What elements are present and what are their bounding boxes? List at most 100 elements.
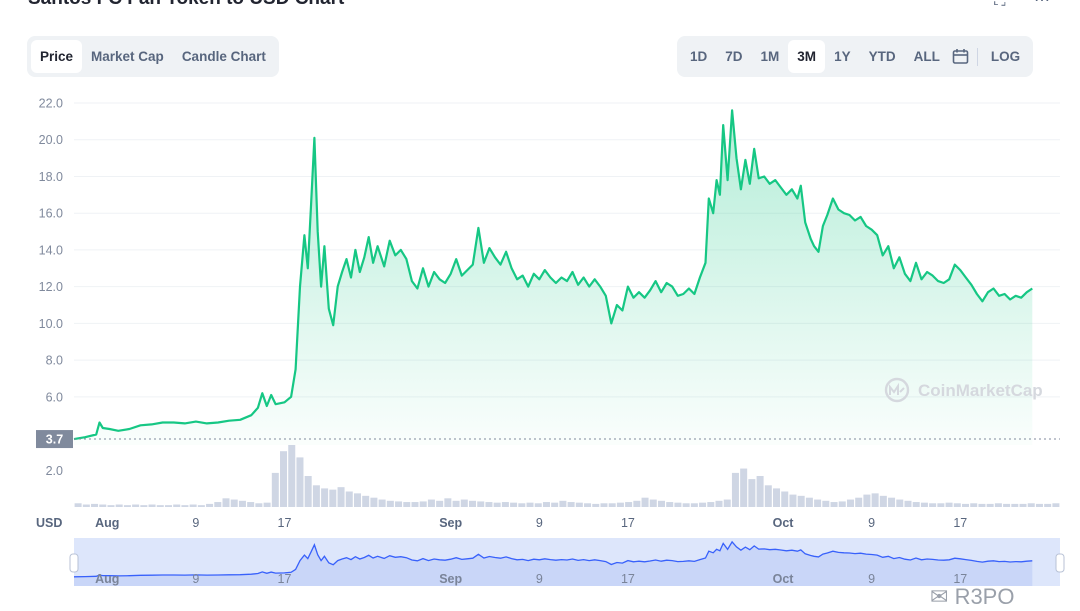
volume-bar [1035,503,1043,507]
y-tick-label: 22.0 [39,97,63,111]
volume-bar [822,500,830,507]
volume-bar [830,502,838,507]
volume-bar [896,499,904,507]
volume-bar [99,504,107,507]
volume-bar [649,499,657,507]
volume-bar [181,505,189,507]
volume-bar [477,501,485,507]
volume-bar [140,505,148,507]
y-tick-label: 6.0 [46,390,63,404]
volume-bar [452,500,460,507]
volume-bar [994,503,1002,507]
navigator-tick-label: 9 [536,572,543,586]
volume-bar [411,502,419,507]
currency-label: USD [36,516,62,530]
volume-bar [559,500,567,507]
range-7d[interactable]: 7D [725,49,743,64]
volume-bar [510,502,518,507]
volume-bar [986,503,994,507]
y-tick-label: 14.0 [39,243,63,257]
volume-bar [929,503,937,507]
volume-bar [173,504,181,507]
x-tick-label: Oct [773,516,795,530]
wechat-icon: ✉ [930,584,949,609]
tab-candle-chart[interactable]: Candle Chart [181,49,266,64]
volume-bar [740,468,748,507]
volume-bar [616,502,624,507]
navigator-tick-label: 17 [278,572,292,586]
navigator-tick-label: 17 [621,572,635,586]
volume-bar [846,499,854,507]
fullscreen-icon[interactable]: ⛶ [994,0,1006,9]
y-tick-label: 12.0 [39,280,63,294]
x-tick-label: Aug [95,516,119,530]
range-1d[interactable]: 1D [690,49,708,64]
volume-bar [1003,503,1011,507]
y-tick-label: 2.0 [46,464,63,478]
volume-bar [904,500,912,507]
x-tick-label: Sep [439,516,462,530]
volume-bar [608,503,616,507]
volume-bar [82,504,90,507]
volume-bar [460,499,468,507]
volume-bar [395,501,403,507]
range-all[interactable]: ALL [913,49,940,64]
volume-bar [1052,503,1060,507]
volume-bar [748,479,756,507]
volume-bar [436,500,444,507]
calendar-icon[interactable] [949,40,973,73]
volume-bar [625,502,633,507]
volume-bar [879,495,887,507]
volume-bar [189,504,197,507]
volume-bar [148,504,156,507]
navigator-left-handle [69,553,79,573]
volume-bar [321,488,329,507]
volume-bar [107,505,115,507]
volume-bar [164,505,172,507]
range-1m[interactable]: 1M [760,49,780,64]
volume-bar [255,503,263,507]
volume-bar [493,502,501,507]
range-1y[interactable]: 1Y [834,49,851,64]
range-navigator: Aug 9 17 Sep 9 17 Oct 9 17 [69,538,1065,586]
volume-bar [978,503,986,507]
volume-bar [575,502,583,507]
y-tick-label: 20.0 [39,133,63,147]
range-3m[interactable]: 3M [788,40,826,73]
tab-price[interactable]: Price [31,40,83,73]
log-scale-toggle[interactable]: LOG [990,49,1021,64]
volume-bar [1027,503,1035,507]
volume-bar [584,503,592,507]
volume-bar [805,497,813,507]
more-icon[interactable]: ⋯ [1034,0,1050,9]
volume-bar [567,502,575,507]
volume-bar [789,494,797,507]
volume-bar [74,503,82,507]
volume-bar [962,503,970,507]
volume-bar [419,501,427,507]
volume-bar [518,503,526,507]
navigator-tick-label: 9 [192,572,199,586]
volume-bar [699,502,707,507]
volume-bar [542,502,550,507]
volume-bar [304,476,312,507]
wechat-watermark-text: R3PO [954,584,1015,609]
volume-bar [756,476,764,507]
volume-bar [403,502,411,507]
volume-bar [386,500,394,507]
volume-bar [912,502,920,507]
volume-bar [945,502,953,507]
range-ytd[interactable]: YTD [868,49,896,64]
x-tick-label: 9 [868,516,875,530]
volume-bar [657,500,665,507]
volume-bar [920,502,928,507]
tab-market-cap[interactable]: Market Cap [91,49,164,64]
navigator-tick-label: Sep [439,572,462,586]
volume-bar [362,495,370,507]
navigator-tick-label: Aug [95,572,119,586]
y-tick-label: 10.0 [39,317,63,331]
volume-bar [115,504,123,507]
volume-bar [247,502,255,507]
volume-bar [797,495,805,507]
